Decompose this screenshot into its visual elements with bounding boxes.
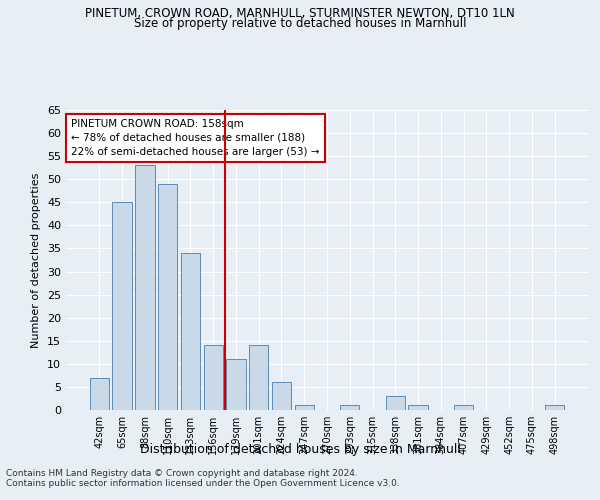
Bar (112, 202, 132, 410)
Bar (249, 346, 268, 410)
Bar (409, 406, 428, 410)
Text: Size of property relative to detached houses in Marnhull: Size of property relative to detached ho… (134, 18, 466, 30)
Bar (203, 346, 223, 410)
Bar (272, 382, 291, 410)
Text: Distribution of detached houses by size in Marnhull: Distribution of detached houses by size … (140, 442, 460, 456)
Y-axis label: Number of detached properties: Number of detached properties (31, 172, 41, 348)
Bar (158, 184, 178, 410)
Bar (135, 166, 155, 410)
Text: PINETUM CROWN ROAD: 158sqm
← 78% of detached houses are smaller (188)
22% of sem: PINETUM CROWN ROAD: 158sqm ← 78% of deta… (71, 119, 320, 157)
Text: Contains public sector information licensed under the Open Government Licence v3: Contains public sector information licen… (6, 478, 400, 488)
Bar (181, 253, 200, 410)
Bar (386, 396, 405, 410)
Bar (545, 406, 564, 410)
Text: Contains HM Land Registry data © Crown copyright and database right 2024.: Contains HM Land Registry data © Crown c… (6, 468, 358, 477)
Bar (226, 359, 245, 410)
Bar (340, 406, 359, 410)
Bar (454, 406, 473, 410)
Text: PINETUM, CROWN ROAD, MARNHULL, STURMINSTER NEWTON, DT10 1LN: PINETUM, CROWN ROAD, MARNHULL, STURMINST… (85, 8, 515, 20)
Bar (295, 406, 314, 410)
Bar (90, 378, 109, 410)
